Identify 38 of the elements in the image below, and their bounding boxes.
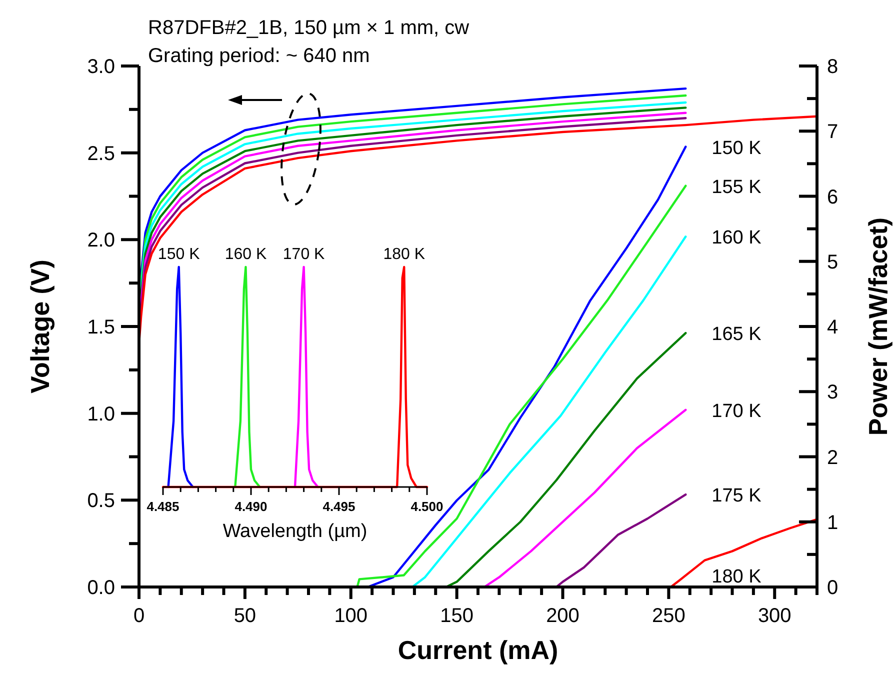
series-label: 150 K — [712, 138, 762, 159]
x-tick-label: 50 — [234, 605, 256, 627]
y-tick-label: 2.0 — [87, 230, 115, 252]
y-tick-label: 2.5 — [87, 142, 115, 165]
series-label: 180 K — [383, 246, 426, 263]
y2-tick-label: 5 — [827, 251, 838, 274]
y2-tick-label: 1 — [827, 512, 838, 534]
y-tick-label: 1.0 — [87, 403, 115, 426]
chart-title: R87DFB#2_1B, 150 µm × 1 mm, cw — [148, 17, 470, 39]
y2-tick-label: 8 — [827, 56, 838, 78]
series-label: 175 K — [712, 486, 762, 507]
y2-tick-label: 3 — [827, 382, 838, 404]
y2-tick-label: 6 — [827, 186, 838, 208]
y2-axis-title: Power (mW/facet) — [863, 217, 893, 436]
x-tick-label: 250 — [652, 605, 686, 627]
x-tick-label: 200 — [546, 605, 580, 627]
y2-tick-label: 2 — [827, 446, 838, 469]
x-tick-label: 0 — [133, 605, 145, 627]
series-label: 160 K — [712, 228, 762, 249]
series-label: 165 K — [712, 324, 762, 346]
y2-tick-label: 4 — [827, 316, 838, 338]
series-label: 160 K — [224, 246, 267, 263]
y-tick-label: 0.0 — [87, 577, 115, 599]
y2-tick-label: 0 — [827, 577, 838, 599]
x-tick-label: 100 — [334, 605, 368, 627]
x-axis-title: Current (mA) — [398, 635, 558, 665]
y-tick-label: 0.5 — [87, 490, 115, 512]
x-tick-label: 150 — [440, 605, 474, 627]
y-tick-label: 3.0 — [87, 56, 115, 78]
series-label: 170 K — [282, 246, 326, 263]
series-label: 150 K — [158, 246, 200, 263]
chart-subtitle: Grating period: ~ 640 nm — [148, 45, 370, 67]
x-tick-label: 300 — [758, 605, 792, 627]
series-label: 170 K — [712, 400, 762, 422]
y-axis-title: Voltage (V) — [25, 260, 55, 394]
series-label: 155 K — [712, 176, 762, 198]
y2-tick-label: 7 — [827, 121, 838, 144]
y-tick-label: 1.5 — [87, 316, 115, 338]
